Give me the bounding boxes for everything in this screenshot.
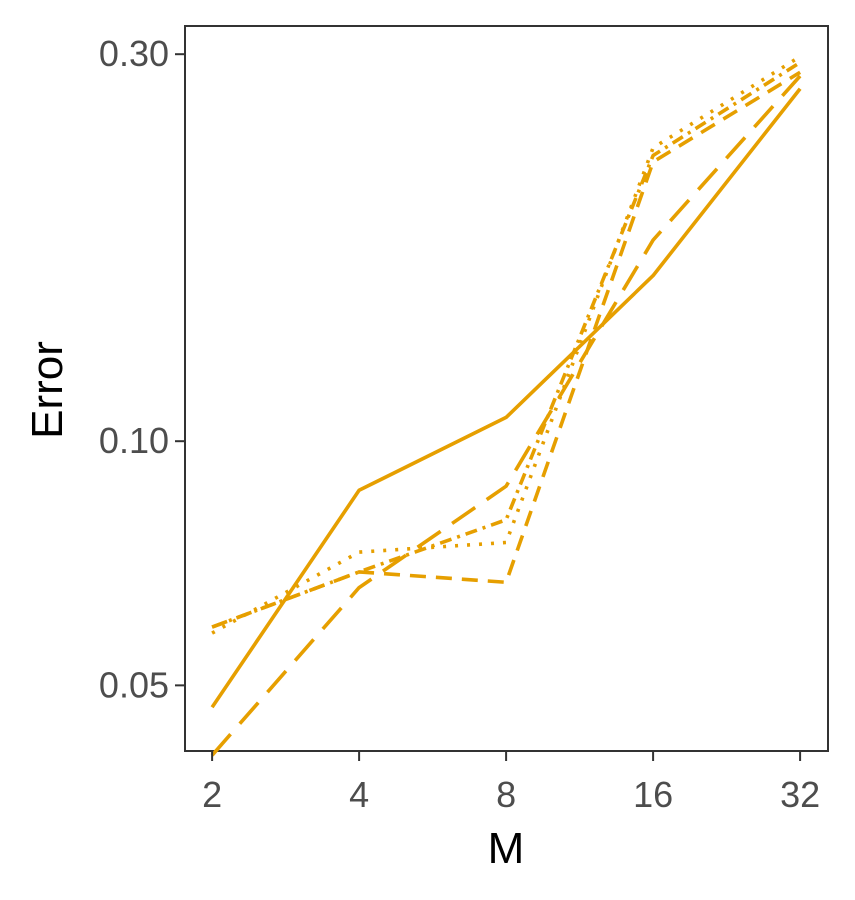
x-tick-label: 8: [496, 774, 516, 815]
x-tick-label: 16: [633, 774, 673, 815]
y-axis-title: Error: [23, 341, 72, 439]
y-tick-label: 0.30: [99, 33, 169, 74]
x-axis: 2 4 8 16 32: [202, 751, 820, 815]
y-axis: 0.05 0.10 0.30: [99, 33, 185, 705]
series-layer: [210, 55, 802, 757]
series-line-solid: [210, 87, 802, 709]
x-tick-label: 32: [780, 774, 820, 815]
series-line-twodash: [211, 60, 802, 629]
y-tick-label: 0.10: [99, 420, 169, 461]
plot-panel: [184, 25, 829, 752]
y-tick-label: 0.05: [99, 664, 169, 705]
x-tick-label: 2: [202, 774, 222, 815]
series-line-longdash: [210, 74, 802, 757]
series-line-dotted: [211, 55, 802, 635]
x-axis-title: M: [488, 824, 525, 873]
series-line-dashed: [211, 70, 802, 629]
x-tick-label: 4: [349, 774, 369, 815]
